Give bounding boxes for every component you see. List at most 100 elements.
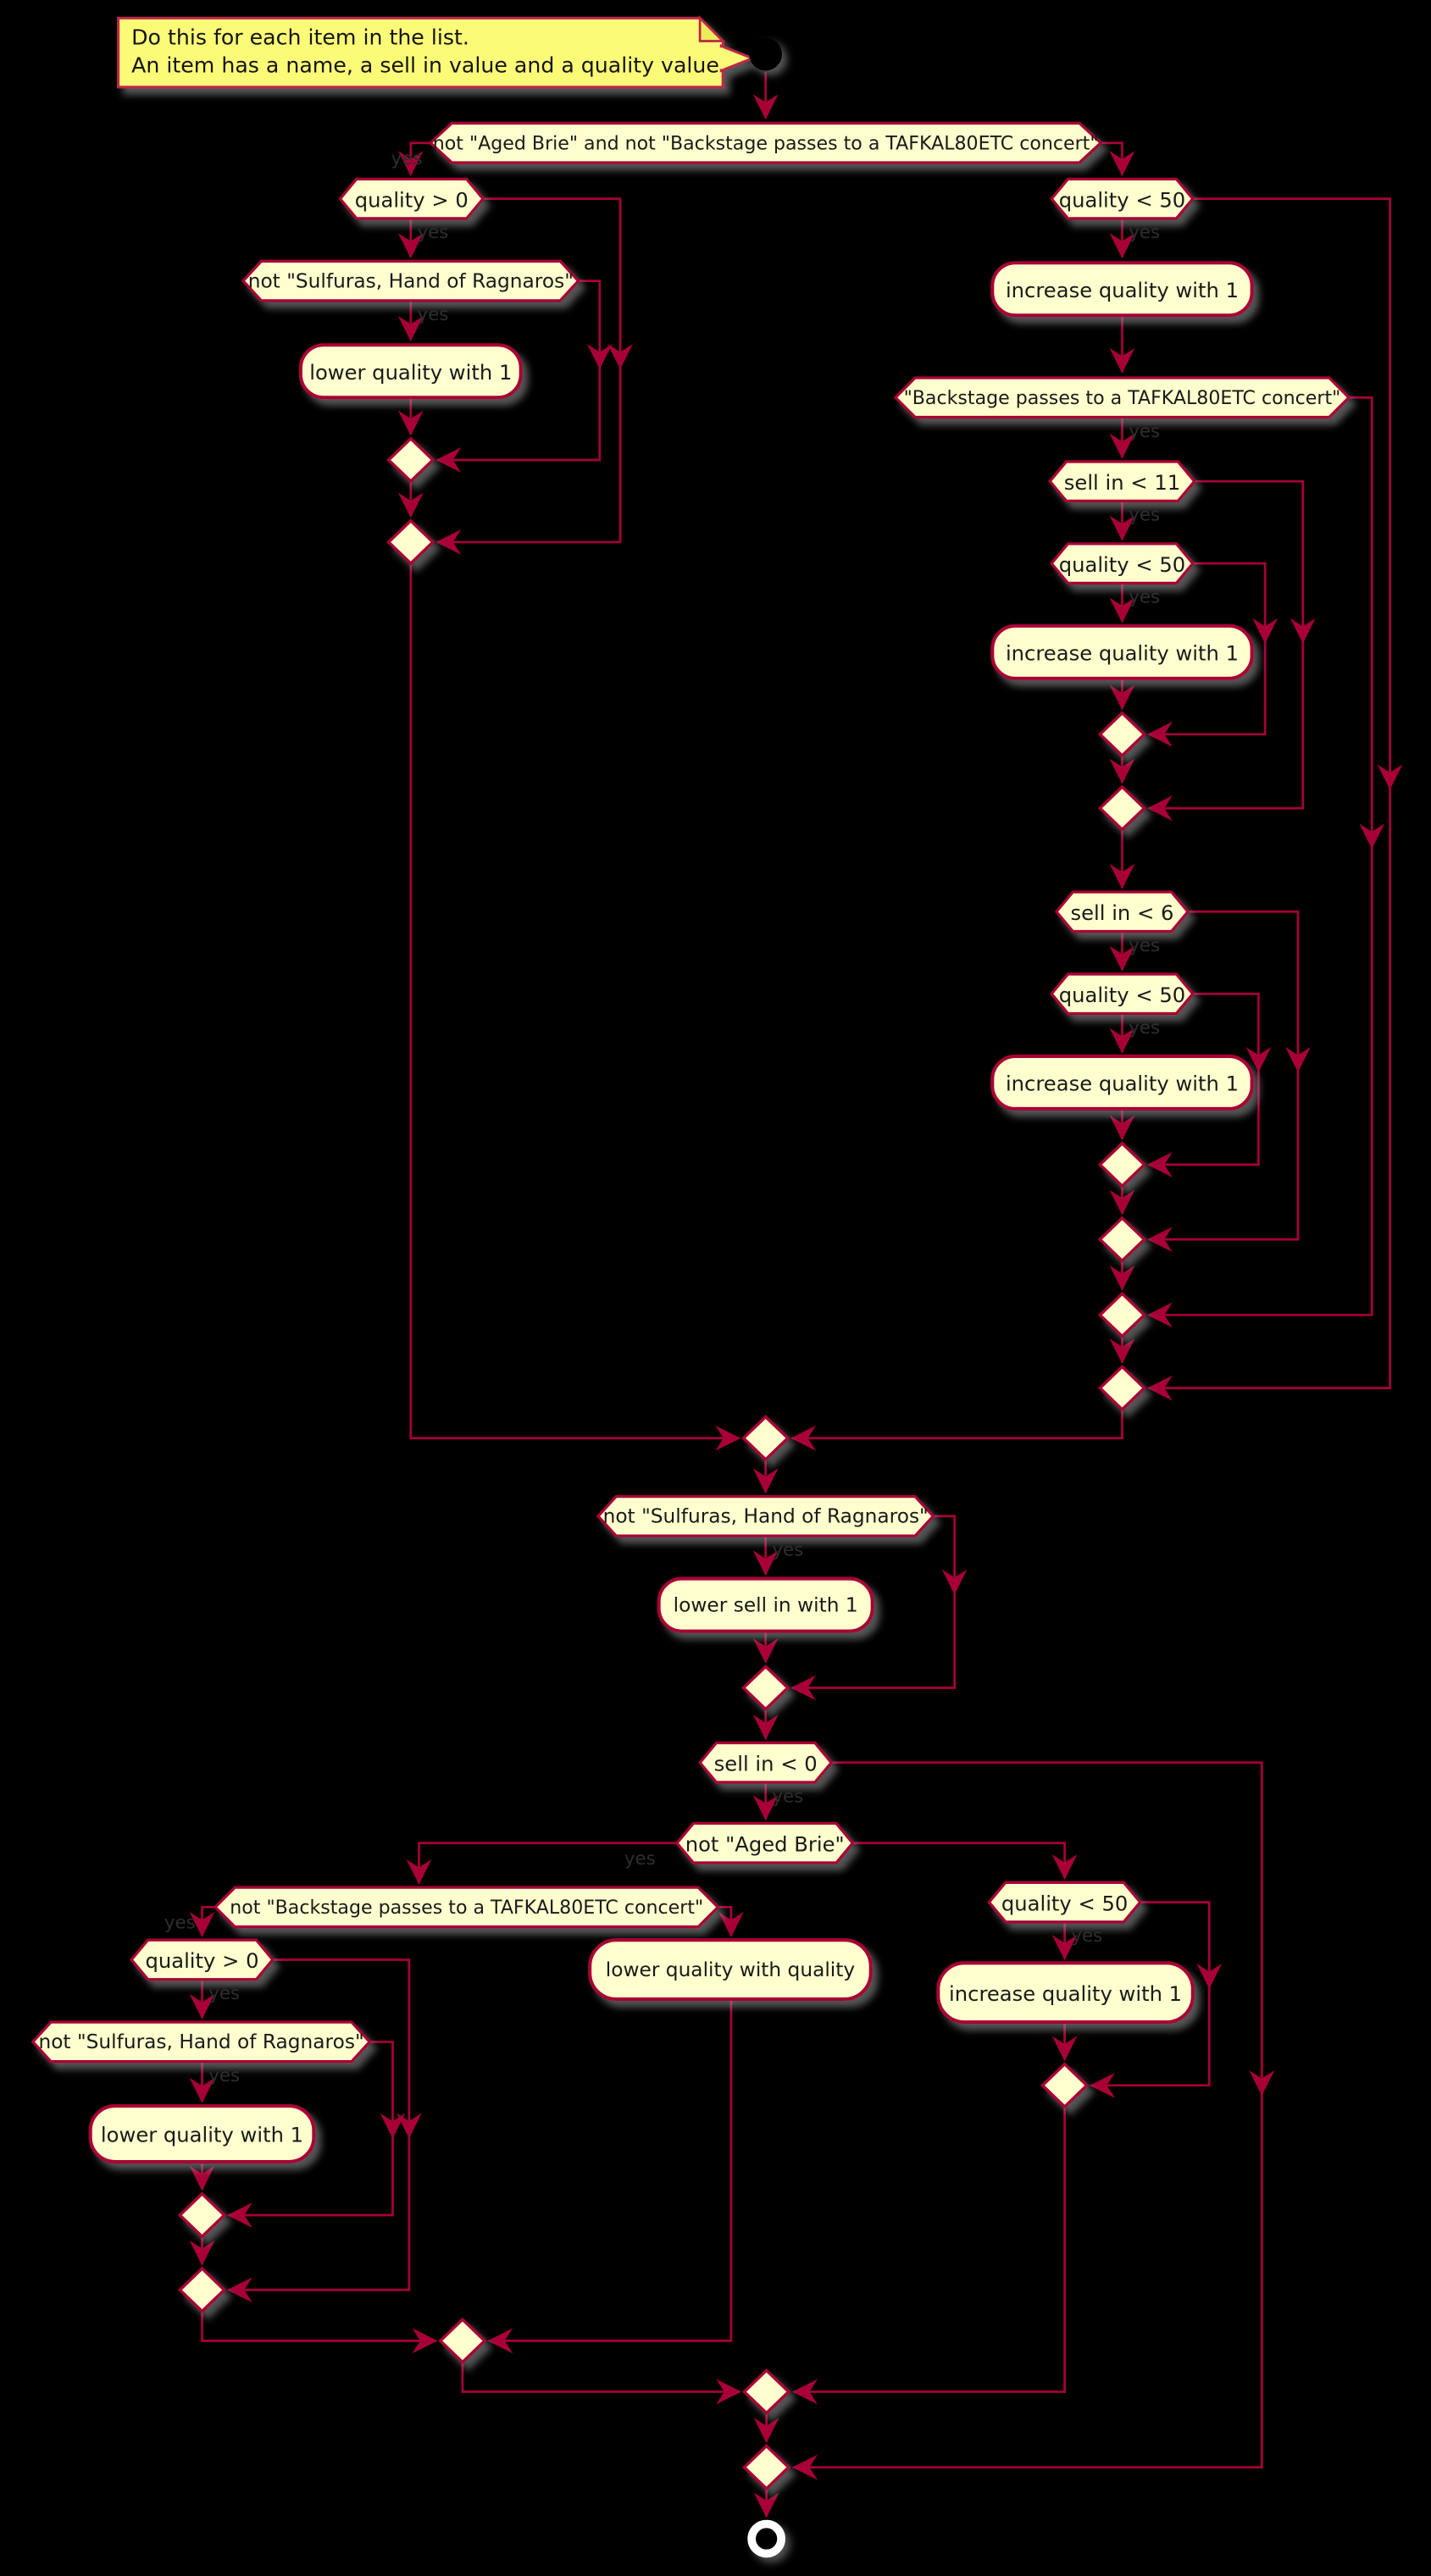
- activity-lower-sell-in-shape: [657, 1576, 874, 1633]
- edge-right-to-bigmerge: [790, 1410, 1123, 1451]
- condition-quality-lt50-top-shape: [1049, 177, 1195, 220]
- edge-label-yes: yes: [164, 1912, 196, 1934]
- merge-diamond: [438, 2317, 487, 2364]
- activity-lower-quality-1-bottom-shape: [88, 2104, 316, 2164]
- condition-quality-lt50-b-shape: [1049, 542, 1195, 585]
- condition-backstage-label: "Backstage passes to a TAFKAL80ETC conce…: [903, 385, 1341, 409]
- edge-label-yes: yes: [1129, 1017, 1161, 1039]
- edge-label-yes: yes: [417, 303, 449, 325]
- edge-notagedbrie-yes: [406, 1842, 677, 1885]
- merge-diamond: [1097, 1291, 1147, 1338]
- merge-diamond: [386, 436, 435, 484]
- note-shape: [117, 15, 757, 89]
- condition-not-sulfuras-mid-label: not "Sulfuras, Hand of Ragnaros": [602, 1504, 929, 1528]
- merge-diamond: [1097, 1141, 1147, 1188]
- edge-label-yes: yes: [1071, 1925, 1103, 1947]
- edge-label-yes: yes: [624, 1848, 656, 1870]
- edges: [189, 72, 1403, 2518]
- merge-diamond: [1097, 1216, 1147, 1263]
- condition-main-label: not "Aged Brie" and not "Backstage passe…: [432, 131, 1099, 155]
- condition-not-sulfuras-bottom-shape: [31, 2020, 372, 2064]
- note-fold-icon: [698, 15, 726, 42]
- edge-main-no: [1101, 141, 1135, 177]
- activity-lower-sell-in-label: lower sell in with 1: [673, 1593, 858, 1617]
- activity-increase-quality-d-label: increase quality with 1: [949, 1980, 1183, 2005]
- edge-qlt50d-no: [1090, 1901, 1211, 2098]
- condition-not-backstage-shape: [213, 1886, 720, 1929]
- merge-diamond: [1097, 784, 1147, 832]
- edge-label-yes: yes: [391, 147, 423, 169]
- condition-sellin-lt6-label: sell in < 6: [1070, 899, 1174, 924]
- condition-backstage-shape: [893, 376, 1351, 419]
- merge-diamond: [740, 1415, 790, 1462]
- activity-lower-quality-1-top-shape: [298, 343, 523, 400]
- end-node: [747, 2519, 785, 2558]
- merge-diamond: [741, 2368, 791, 2416]
- condition-sellin-lt11-shape: [1048, 460, 1196, 503]
- merge-diamond: [741, 2444, 791, 2491]
- activity-lower-quality-1-top-label: lower quality with 1: [309, 358, 513, 384]
- merge-diamond: [1040, 2062, 1090, 2109]
- edge-sell11-no: [1147, 479, 1305, 822]
- condition-sellin-lt11-label: sell in < 11: [1063, 468, 1181, 494]
- condition-quality-lt50-top-label: quality < 50: [1058, 186, 1186, 212]
- edge-qlt50c-no: [1147, 992, 1260, 1177]
- condition-quality-lt50-c-label: quality < 50: [1058, 981, 1186, 1006]
- edge-qlt50b-no: [1147, 562, 1267, 747]
- edge-qgt0-top-no: [435, 197, 622, 555]
- edge-sulfuras-top-no: [435, 280, 602, 473]
- activity-shapes: [88, 261, 1254, 2164]
- condition-quality-lt50-d-shape: [987, 1881, 1142, 1924]
- edge-lqwq-d11: [487, 1999, 733, 2354]
- activity-increase-quality-c-label: increase quality with 1: [1005, 1070, 1240, 1095]
- merge-diamond: [1097, 711, 1147, 758]
- edge-label-yes: yes: [417, 221, 449, 244]
- activity-increase-quality-a-shape: [990, 261, 1254, 318]
- merge-diamond: [386, 518, 435, 566]
- condition-quality-lt50-d-label: quality < 50: [1001, 1890, 1129, 1915]
- edge-sell6-no: [1147, 910, 1300, 1253]
- merge-diamond: [177, 2191, 227, 2239]
- note-line-2: An item has a name, a sell in value and …: [131, 53, 719, 80]
- start-node: [749, 37, 783, 71]
- edge-label-yes: yes: [772, 1539, 804, 1561]
- condition-quality-gt0-top-shape: [338, 177, 485, 220]
- note-pointer-icon: [719, 44, 757, 73]
- edge-d12-d13: [792, 2107, 1066, 2405]
- activity-increase-quality-d-shape: [936, 1961, 1195, 2025]
- activity-lower-quality-quality-shape: [588, 1938, 873, 2002]
- condition-main-shape: [428, 121, 1103, 164]
- condition-quality-lt50-b-label: quality < 50: [1058, 551, 1186, 576]
- note: Do this for each item in the list. An it…: [131, 25, 719, 80]
- edge-label-yes: yes: [1129, 221, 1161, 244]
- merge-diamond: [740, 1664, 790, 1712]
- edge-sulfuras-mid-no: [790, 1515, 957, 1701]
- edge-qlt50-top-no: [1147, 197, 1391, 1401]
- condition-sellin-lt6-shape: [1054, 890, 1190, 933]
- note-line-1: Do this for each item in the list.: [131, 26, 469, 52]
- activity-increase-quality-b-shape: [990, 623, 1254, 680]
- condition-quality-lt50-c-shape: [1049, 972, 1195, 1016]
- edge-left-to-bigmerge: [409, 564, 741, 1451]
- merge-diamonds: [177, 436, 1147, 2491]
- edge-label-yes: yes: [1129, 504, 1161, 526]
- activity-increase-quality-c-shape: [990, 1054, 1254, 1111]
- condition-not-sulfuras-top-label: not "Sulfuras, Hand of Ragnaros": [247, 269, 574, 293]
- condition-not-aged-brie-label: not "Aged Brie": [685, 1831, 845, 1856]
- edge-notbackstage-no: [718, 1906, 744, 1937]
- condition-quality-gt0-bottom-shape: [129, 1938, 275, 1981]
- condition-not-sulfuras-mid-shape: [596, 1494, 935, 1537]
- edge-label-yes: yes: [772, 1785, 804, 1808]
- edge-notbackstage-yes: [189, 1906, 216, 1937]
- edge-label-yes: yes: [208, 1982, 241, 2004]
- condition-quality-gt0-top-label: quality > 0: [354, 186, 469, 212]
- condition-not-backstage-label: not "Backstage passes to a TAFKAL80ETC c…: [230, 1895, 704, 1919]
- condition-not-sulfuras-top-shape: [241, 259, 580, 302]
- edge-label-yes: yes: [208, 2064, 241, 2086]
- condition-not-sulfuras-bottom-label: not "Sulfuras, Hand of Ragnaros": [38, 2030, 364, 2053]
- activity-lower-quality-1-bottom-label: lower quality with 1: [100, 2121, 304, 2147]
- condition-not-aged-brie-shape: [674, 1821, 855, 1864]
- condition-sellin-lt0-shape: [697, 1741, 834, 1784]
